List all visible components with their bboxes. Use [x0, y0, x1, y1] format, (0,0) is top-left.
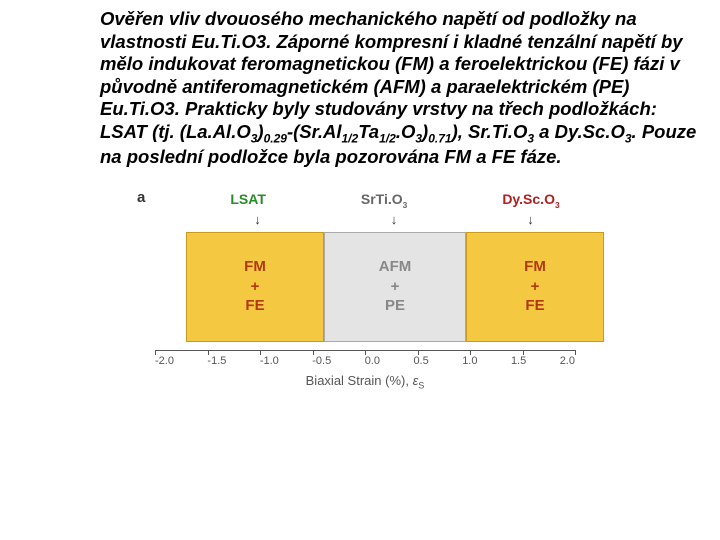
- box-text: FE: [245, 296, 264, 316]
- tick-mark: [523, 350, 524, 355]
- arrow-icon: ↓: [254, 212, 261, 227]
- arrow-row: ↓ ↓ ↓: [153, 212, 635, 227]
- box-compressive: FM + FE: [186, 232, 324, 342]
- axis-label-text: Biaxial Strain (%),: [306, 373, 413, 388]
- tick-mark: [418, 350, 419, 355]
- box-text: +: [391, 277, 400, 297]
- tick-label: 0.5: [413, 355, 428, 367]
- substrate-lsat: LSAT: [230, 191, 266, 210]
- substrate-row: LSAT SrTi.O3 Dy.Sc.O3: [155, 191, 635, 210]
- box-text: +: [251, 277, 260, 297]
- main-paragraph: Ověřen vliv dvouosého mechanického napět…: [100, 8, 700, 169]
- tick-mark: [155, 350, 156, 355]
- box-text: FM: [244, 257, 266, 277]
- tick-label: -0.5: [312, 355, 331, 367]
- dso-sub: 3: [555, 200, 560, 210]
- panel-label: a: [137, 189, 145, 206]
- box-tensile: FM + FE: [466, 232, 604, 342]
- dso-text: Dy.Sc.O: [502, 191, 555, 207]
- tick-label: 1.5: [511, 355, 526, 367]
- tick-mark: [208, 350, 209, 355]
- axis-line: [155, 350, 575, 351]
- arrow-icon: ↓: [391, 212, 398, 227]
- box-text: FE: [525, 296, 544, 316]
- axis-epsilon-sub: S: [418, 380, 424, 390]
- arrow-icon: ↓: [527, 212, 534, 227]
- box-text: PE: [385, 296, 405, 316]
- tick-label: -1.5: [207, 355, 226, 367]
- tick-label: 1.0: [462, 355, 477, 367]
- tick-labels: -2.0 -1.5 -1.0 -0.5 0.0 0.5 1.0 1.5 2.0: [155, 355, 575, 367]
- tick-mark: [470, 350, 471, 355]
- tick-label: 0.0: [365, 355, 380, 367]
- phase-boxes: FM + FE AFM + PE FM + FE: [155, 232, 635, 342]
- axis-label: Biaxial Strain (%), εS: [155, 373, 575, 391]
- sto-text: SrTi.O: [361, 191, 403, 207]
- substrate-dso: Dy.Sc.O3: [502, 191, 559, 210]
- sto-sub: 3: [403, 200, 408, 210]
- tick-mark: [575, 350, 576, 355]
- box-text: AFM: [379, 257, 412, 277]
- tick-mark: [313, 350, 314, 355]
- box-text: FM: [524, 257, 546, 277]
- tick-label: 2.0: [560, 355, 575, 367]
- phase-diagram: a LSAT SrTi.O3 Dy.Sc.O3 ↓ ↓ ↓ FM + FE AF…: [145, 191, 635, 390]
- box-text: +: [531, 277, 540, 297]
- tick-label: -2.0: [155, 355, 174, 367]
- tick-mark: [260, 350, 261, 355]
- substrate-sto: SrTi.O3: [361, 191, 407, 210]
- x-axis: -2.0 -1.5 -1.0 -0.5 0.0 0.5 1.0 1.5 2.0: [155, 350, 575, 367]
- box-zero-strain: AFM + PE: [324, 232, 466, 342]
- tick-label: -1.0: [260, 355, 279, 367]
- tick-mark: [365, 350, 366, 355]
